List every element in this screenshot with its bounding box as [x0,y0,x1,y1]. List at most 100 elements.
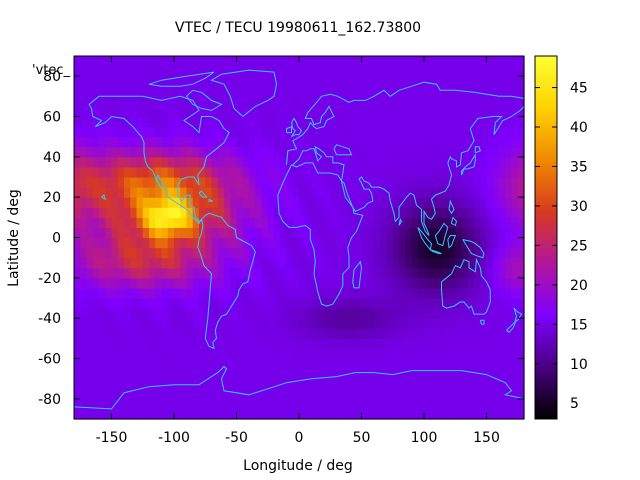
heatmap-cell [161,398,169,410]
heatmap-cell [480,227,488,239]
heatmap-cell [274,388,281,400]
heatmap-cell [486,126,494,138]
heatmap-cell [374,368,381,380]
heatmap-cell [380,378,388,390]
heatmap-cell [430,207,438,218]
heatmap-cell [174,298,181,309]
heatmap-cell [374,388,381,400]
heatmap-cell [161,368,169,380]
heatmap-cell [380,247,388,259]
heatmap-cell [361,156,369,168]
heatmap-cell [199,378,206,390]
heatmap-cell [399,398,406,410]
heatmap-cell [367,247,375,259]
heatmap-cell [442,408,450,420]
heatmap-cell [274,298,281,309]
heatmap-cell [267,96,275,108]
heatmap-cell [430,177,438,188]
heatmap-cell [499,298,506,309]
heatmap-cell [492,146,500,158]
heatmap-cell [330,177,338,188]
heatmap-cell [461,308,469,319]
heatmap-cell [474,338,481,350]
heatmap-cell [474,187,481,198]
heatmap-cell [142,217,150,229]
heatmap-cell [292,368,300,380]
heatmap-cell [411,197,419,208]
heatmap-cell [367,197,375,208]
heatmap-cell [155,136,163,148]
heatmap-cell [292,378,300,390]
heatmap-cell [492,237,500,249]
heatmap-cell [242,257,250,269]
heatmap-cell [355,348,363,360]
heatmap-cell [292,106,300,118]
heatmap-cell [449,96,456,108]
heatmap-cell [399,348,406,360]
heatmap-cell [336,398,344,410]
heatmap-cell [92,408,100,420]
heatmap-cell [199,237,206,249]
heatmap-cell [436,56,444,67]
heatmap-cell [149,308,156,319]
heatmap-cell [105,277,113,289]
heatmap-cell [342,136,350,148]
heatmap-cell [411,66,419,77]
heatmap-cell [292,247,300,259]
heatmap-cell [386,166,394,178]
heatmap-cell [449,116,456,128]
heatmap-cell [349,348,356,360]
heatmap-cell [230,106,238,118]
heatmap-cell [317,348,325,360]
heatmap-cell [180,126,188,138]
coastline-path [506,319,517,333]
heatmap-cell [405,338,413,350]
heatmap-cell [330,408,338,420]
heatmap-cell [342,348,350,360]
heatmap-cell [136,267,144,279]
heatmap-cell [192,177,200,188]
heatmap-cell [486,358,494,370]
heatmap-cell [336,217,344,229]
heatmap-cell [480,388,488,400]
heatmap-cell [211,227,219,239]
heatmap-cell [217,257,225,269]
heatmap-cell [317,237,325,249]
heatmap-cell [180,378,188,390]
heatmap-cell [267,408,275,420]
heatmap-cell [505,358,513,370]
heatmap-cell [211,66,219,77]
heatmap-cell [99,348,106,360]
heatmap-cell [199,287,206,299]
heatmap-cell [274,408,281,420]
heatmap-cell [330,76,338,87]
heatmap-cell [174,136,181,148]
heatmap-cell [86,257,94,269]
heatmap-cell [299,116,306,128]
coastline-path [148,71,215,87]
heatmap-cell [474,156,481,168]
heatmap-cell [217,368,225,380]
heatmap-cell [92,146,100,158]
heatmap-cell [449,156,456,168]
heatmap-cell [311,136,319,148]
heatmap-cell [86,56,94,67]
heatmap-cell [324,156,331,168]
heatmap-cell [461,76,469,87]
heatmap-cell [186,257,194,269]
heatmap-cell [411,267,419,279]
heatmap-cell [367,368,375,380]
heatmap-cell [105,126,113,138]
heatmap-cell [92,166,100,178]
heatmap-cell [461,378,469,390]
heatmap-cell [480,187,488,198]
heatmap-cell [386,136,394,148]
heatmap-cell [505,66,513,77]
heatmap-cell [267,277,275,289]
heatmap-cell [105,378,113,390]
heatmap-cell [499,338,506,350]
heatmap-cell [155,166,163,178]
heatmap-cell [405,96,413,108]
heatmap-cell [461,358,469,370]
heatmap-cell [155,156,163,168]
